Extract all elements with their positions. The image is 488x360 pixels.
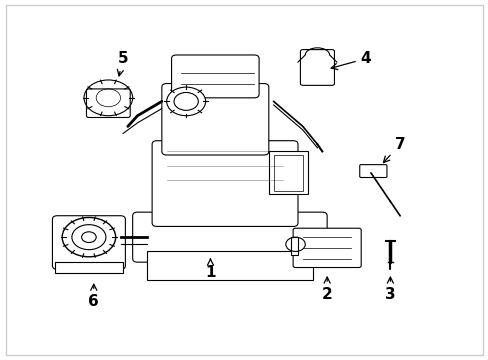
FancyBboxPatch shape	[52, 216, 125, 269]
FancyBboxPatch shape	[300, 50, 334, 85]
Text: 3: 3	[384, 277, 395, 302]
Text: 1: 1	[205, 259, 215, 280]
FancyBboxPatch shape	[132, 212, 326, 262]
Text: 4: 4	[330, 51, 370, 69]
FancyBboxPatch shape	[292, 228, 361, 267]
Circle shape	[174, 93, 198, 111]
FancyBboxPatch shape	[86, 89, 130, 117]
Bar	[273, 155, 302, 191]
Text: 7: 7	[383, 137, 405, 163]
Bar	[147, 251, 312, 280]
Bar	[290, 237, 297, 255]
Circle shape	[166, 87, 205, 116]
FancyBboxPatch shape	[152, 141, 297, 226]
FancyBboxPatch shape	[171, 55, 259, 98]
FancyBboxPatch shape	[359, 165, 386, 177]
Text: 2: 2	[321, 277, 332, 302]
Text: 6: 6	[88, 284, 99, 309]
Bar	[55, 262, 122, 273]
Bar	[268, 152, 307, 194]
FancyBboxPatch shape	[162, 84, 268, 155]
Text: 5: 5	[117, 51, 128, 76]
